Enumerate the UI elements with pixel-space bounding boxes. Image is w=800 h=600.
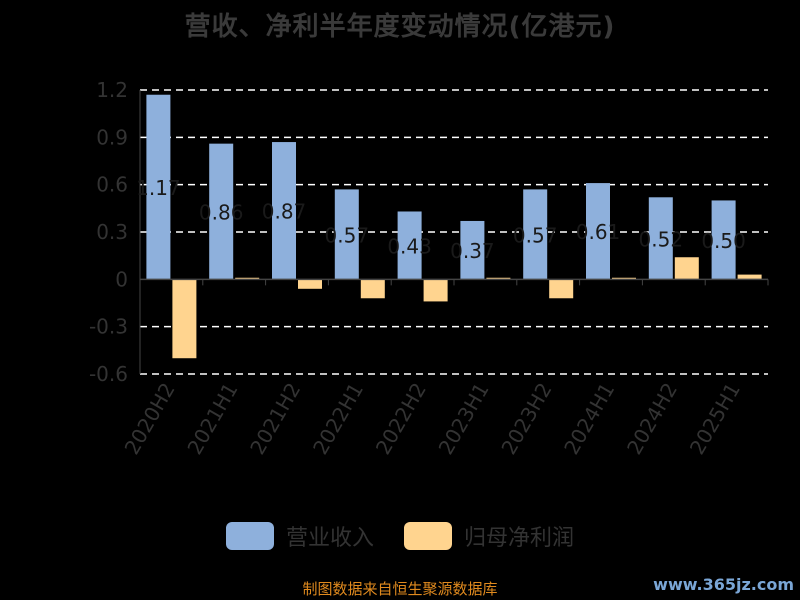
bar-revenue [586,183,610,280]
x-tick-label: 2025H1 [685,379,745,459]
bar-revenue [334,189,359,280]
bar-net-profit [674,257,699,280]
legend-label-revenue: 营业收入 [285,526,374,551]
chart-title: 营收、净利半年度变动情况(亿港元) [184,12,616,42]
x-tick-label: 2023H1 [434,379,494,459]
bar-revenue [397,211,422,280]
y-tick-label: -0.6 [89,362,128,386]
bar-revenue [460,220,485,280]
x-tick-label: 2021H1 [182,379,242,459]
watermark: www.365jz.com [653,575,794,594]
y-tick-label: 0.3 [96,220,128,244]
data-label-revenue: 1.17 [136,176,181,200]
bar-net-profit [737,274,762,280]
bar-net-profit [423,279,448,302]
y-tick-label: 0.6 [96,173,128,197]
y-tick-label: 1.2 [96,78,128,102]
data-label-revenue: 0.43 [387,234,432,258]
data-label-revenue: 0.86 [199,200,244,224]
data-label-revenue: 0.61 [576,220,621,244]
data-label-revenue: 0.52 [639,227,684,251]
source-note: 制图数据来自恒生聚源数据库 [302,580,498,598]
x-tick-label: 2022H2 [371,379,431,459]
bar-net-profit [486,277,511,280]
x-tick-label: 2024H1 [559,379,619,459]
y-tick-label: 0 [115,267,128,291]
x-tick-label: 2024H2 [622,379,682,459]
data-label-revenue: 0.57 [325,223,370,247]
data-label-revenue: 0.57 [513,223,558,247]
bar-revenue [272,142,296,280]
bar-revenue [711,200,736,280]
bar-net-profit [235,277,260,280]
bar-revenue [146,94,171,280]
legend-swatch-revenue [225,522,274,550]
y-tick-label: -0.3 [89,315,128,339]
y-tick-label: 0.9 [96,125,128,149]
bar-net-profit [360,279,385,299]
legend-swatch-net-profit [404,522,452,550]
bar-net-profit [172,279,197,359]
bar-net-profit [298,279,322,289]
x-tick-label: 2021H2 [245,379,305,459]
bar-net-profit [549,279,574,299]
legend-item-revenue[interactable]: 营业收入 [225,520,374,552]
legend-label-net-profit: 归母净利润 [464,526,575,551]
legend-item-net-profit[interactable]: 归母净利润 [404,520,574,552]
bar-revenue [523,189,548,280]
data-label-revenue: 0.37 [450,239,495,263]
bar-revenue [209,143,234,280]
legend: 营业收入 归母净利润 [0,520,800,552]
x-tick-label: 2023H2 [496,379,556,459]
x-tick-label: 2022H1 [308,379,368,459]
bar-revenue [648,197,673,280]
data-label-revenue: 0.50 [701,229,746,253]
bar-net-profit [612,277,636,280]
data-label-revenue: 0.87 [262,200,307,224]
x-tick-label: 2020H2 [120,379,180,459]
